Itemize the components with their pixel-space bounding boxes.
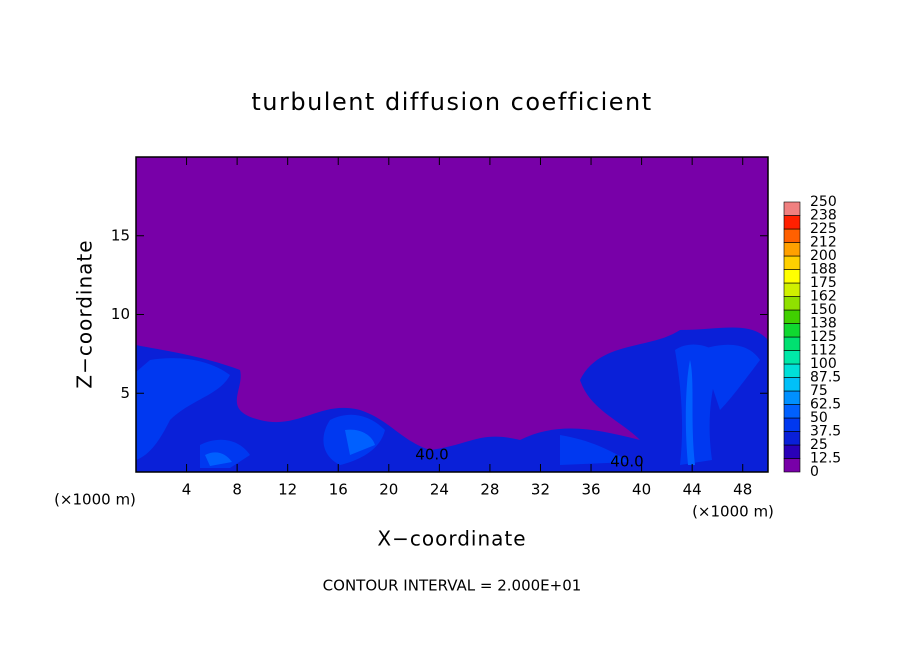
field-region: [136, 327, 768, 472]
colorbar-label: 200: [810, 248, 837, 264]
colorbar-label: 188: [810, 262, 837, 278]
colorbar-label: 125: [810, 329, 837, 345]
contour-label: 40.0: [610, 453, 643, 471]
colorbar-label: 75: [810, 383, 828, 399]
colorbar-label: 225: [810, 221, 837, 237]
x-tick-label: 12: [278, 481, 297, 499]
colorbar-box: [783, 255, 801, 270]
chart-title: turbulent diffusion coefficient: [251, 88, 652, 116]
y-tick-label: 15: [111, 226, 130, 244]
x-tick-label: 48: [733, 481, 752, 499]
colorbar-label: 212: [810, 235, 837, 251]
colorbar-box: [783, 377, 801, 392]
colorbar-box: [783, 228, 801, 243]
colorbar-label: 162: [810, 289, 837, 305]
x-tick-label: 8: [232, 481, 242, 499]
colorbar-box: [783, 323, 801, 338]
colorbar-box: [783, 282, 801, 297]
colorbar-box: [783, 444, 801, 459]
colorbar-label: 37.5: [810, 424, 841, 440]
footer: CONTOUR INTERVAL = 2.000E+01: [323, 577, 582, 595]
colorbar-box: [783, 417, 801, 432]
x-tick-label: 20: [379, 481, 398, 499]
x-tick-label: 24: [430, 481, 449, 499]
colorbar-label: 112: [810, 343, 837, 359]
colorbar-box: [783, 458, 801, 473]
colorbar-box: [783, 269, 801, 284]
x-tick-label: 16: [329, 481, 348, 499]
colorbar-label: 250: [810, 194, 837, 210]
field-region: [136, 344, 760, 468]
colorbar-label: 238: [810, 208, 837, 224]
colorbar-label: 50: [810, 410, 828, 426]
colorbar-label: 25: [810, 437, 828, 453]
colorbar-box: [783, 201, 801, 216]
colorbar-box: [783, 215, 801, 230]
x-axis-label: X−coordinate: [377, 527, 526, 551]
x-tick-label: 4: [182, 481, 192, 499]
colorbar-label: 150: [810, 302, 837, 318]
x-tick-label: 36: [581, 481, 600, 499]
colorbar-box: [783, 431, 801, 446]
colorbar-box: [783, 404, 801, 419]
field: [136, 157, 768, 472]
y-tick-label: 5: [120, 384, 130, 402]
colorbar-label: 175: [810, 275, 837, 291]
contour-label: 40.0: [415, 446, 448, 464]
colorbar-label: 100: [810, 356, 837, 372]
colorbar-box: [783, 336, 801, 351]
y-axis-label: Z−coordinate: [73, 239, 97, 388]
x-tick-label: 40: [632, 481, 651, 499]
colorbar-box: [783, 296, 801, 311]
x-tick-label: 28: [480, 481, 499, 499]
x-tick-label: 44: [683, 481, 702, 499]
unit-label: (×1000 m): [54, 491, 136, 509]
colorbar-box: [783, 390, 801, 405]
x-tick-label: 32: [531, 481, 550, 499]
colorbar-label: 0: [810, 464, 819, 480]
colorbar-box: [783, 242, 801, 257]
colorbar-label: 62.5: [810, 397, 841, 413]
colorbar-label: 138: [810, 316, 837, 332]
colorbar-label: 12.5: [810, 451, 841, 467]
unit-label: (×1000 m): [692, 503, 774, 521]
colorbar-label: 87.5: [810, 370, 841, 386]
colorbar-box: [783, 350, 801, 365]
colorbar-box: [783, 363, 801, 378]
colorbar-box: [783, 309, 801, 324]
y-tick-label: 10: [111, 305, 130, 323]
